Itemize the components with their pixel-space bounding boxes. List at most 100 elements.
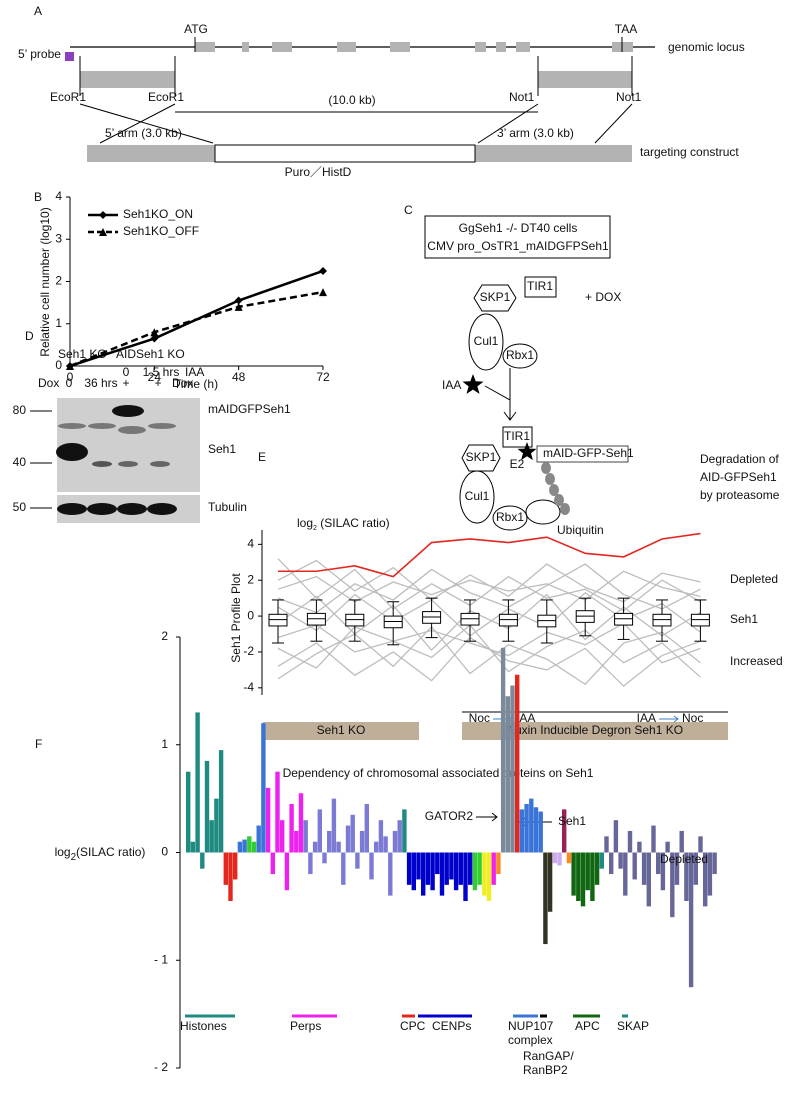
x-tick-label: 72 bbox=[316, 370, 330, 384]
bar bbox=[684, 852, 689, 901]
iaa-star bbox=[517, 442, 537, 461]
bar bbox=[388, 852, 393, 896]
unit-base: log bbox=[55, 845, 71, 859]
bar bbox=[618, 852, 623, 869]
panel-a-text: TAA bbox=[615, 22, 637, 36]
bar bbox=[435, 852, 440, 875]
bar bbox=[411, 852, 416, 891]
bar bbox=[580, 852, 586, 907]
panel-c-text: mAID-GFP-Seh1 bbox=[543, 446, 634, 460]
y-tick-label: 2 bbox=[161, 629, 168, 643]
panel-a-text: 5’ probe bbox=[18, 47, 61, 61]
group-label: SKAP bbox=[617, 1019, 649, 1033]
panel-c-text: GgSeh1 -/- DT40 cells bbox=[459, 221, 578, 235]
panel-a-text: targeting construct bbox=[640, 145, 739, 159]
bar bbox=[594, 852, 600, 885]
bar bbox=[200, 852, 205, 869]
panel-d-blot bbox=[30, 398, 200, 523]
legend-label: Seh1KO_OFF bbox=[123, 224, 199, 238]
bar bbox=[604, 836, 609, 853]
panel-c-text: Cul1 bbox=[474, 334, 499, 348]
profile-line bbox=[277, 625, 701, 686]
bar bbox=[482, 852, 487, 896]
bar bbox=[712, 852, 717, 875]
panel-c-text: AID-GFPSeh1 bbox=[700, 470, 777, 484]
unit-rest: (SILAC ratio) bbox=[317, 516, 390, 530]
annotation: Depleted bbox=[660, 852, 708, 866]
bar bbox=[566, 852, 572, 864]
group-label: RanBP2 bbox=[523, 1063, 568, 1077]
panel-c-text: Rbx1 bbox=[506, 348, 534, 362]
group-bar bbox=[263, 722, 419, 740]
profile-line bbox=[277, 558, 701, 612]
bar bbox=[242, 839, 247, 853]
legend-marker bbox=[99, 211, 107, 219]
bar bbox=[406, 852, 412, 885]
unit-sub: 2 bbox=[313, 525, 317, 532]
annotation: Seh1 bbox=[558, 814, 586, 828]
bar bbox=[529, 798, 534, 853]
panel-c-text: Rbx1 bbox=[496, 510, 524, 524]
bar bbox=[256, 825, 261, 853]
group-label: Histones bbox=[180, 1019, 227, 1033]
panel-a-text: Not1 bbox=[616, 90, 642, 104]
panel-c-text: Ubiquitin bbox=[557, 523, 604, 537]
bar bbox=[444, 852, 449, 885]
bar bbox=[228, 852, 233, 901]
bar bbox=[500, 647, 506, 853]
bar bbox=[693, 852, 698, 885]
bar bbox=[308, 852, 313, 875]
panel-a-text: EcoR1 bbox=[50, 90, 86, 104]
y-axis-label: Relative cell number (log10) bbox=[38, 207, 52, 356]
panel-label: E bbox=[258, 450, 266, 464]
panel-d-text: + bbox=[122, 376, 129, 390]
bar bbox=[547, 852, 553, 912]
bar bbox=[218, 750, 224, 853]
bar bbox=[505, 696, 510, 853]
bar bbox=[477, 852, 482, 885]
panel-label: B bbox=[34, 190, 42, 204]
series-marker bbox=[234, 302, 243, 311]
bar bbox=[688, 852, 694, 988]
bar bbox=[496, 852, 501, 875]
bar bbox=[627, 830, 633, 853]
bar bbox=[327, 830, 332, 853]
bar bbox=[336, 841, 341, 853]
y-tick-label: 4 bbox=[247, 537, 254, 551]
bar bbox=[270, 852, 275, 875]
panel-c-text: TIR1 bbox=[527, 279, 553, 293]
panel-d-text: 40 bbox=[13, 455, 27, 469]
bar bbox=[453, 852, 459, 891]
bar bbox=[430, 852, 435, 891]
bar bbox=[247, 836, 252, 853]
bar bbox=[632, 852, 637, 880]
profile-line bbox=[277, 593, 701, 652]
bar bbox=[294, 830, 299, 853]
bar bbox=[486, 852, 492, 901]
panel-d-text: D bbox=[25, 329, 34, 343]
y-tick-label: 4 bbox=[55, 189, 62, 203]
bar bbox=[275, 771, 280, 853]
bar bbox=[585, 852, 590, 891]
chart-title: Dependency of chromosomal associated pro… bbox=[283, 766, 594, 780]
bar bbox=[656, 852, 661, 875]
panel-d-text: 0 bbox=[123, 365, 130, 379]
bar bbox=[562, 809, 567, 853]
panel-c-text: CMV pro_OsTR1_mAIDGFPSeh1 bbox=[427, 239, 609, 253]
highlight-label: Seh1 bbox=[730, 612, 758, 626]
panel-a-text: Puro／HistD bbox=[285, 165, 352, 179]
bar bbox=[679, 830, 684, 853]
bar bbox=[599, 852, 604, 869]
x-tick-label: 48 bbox=[232, 370, 246, 384]
panel-a-text: 3’ arm (3.0 kb) bbox=[497, 126, 574, 140]
unit-label: log2 (SILAC ratio) bbox=[297, 516, 390, 532]
panel-a-text: EcoR1 bbox=[148, 90, 184, 104]
treatment-label: Noc bbox=[682, 711, 703, 725]
bar bbox=[402, 809, 407, 853]
bar bbox=[251, 841, 257, 853]
panel-a-text: Not1 bbox=[509, 90, 535, 104]
bar bbox=[312, 841, 318, 853]
bar bbox=[289, 804, 294, 853]
bar bbox=[350, 814, 355, 853]
panel-d-text: Seh1 KO bbox=[58, 347, 107, 361]
